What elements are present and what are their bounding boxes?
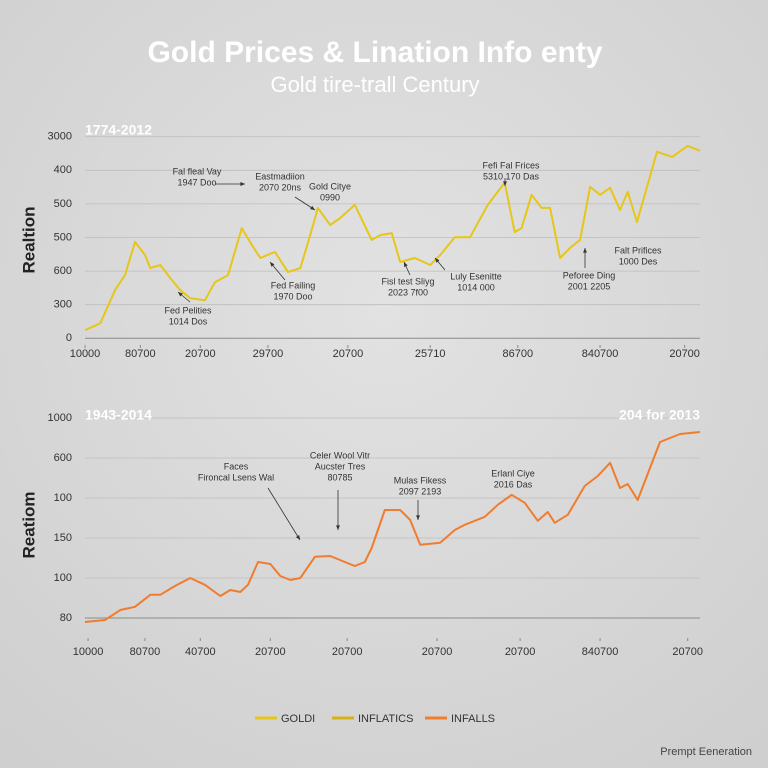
y-tick-label: 600: [54, 265, 72, 277]
footer: Prempt Eeneration: [660, 746, 752, 758]
annotation: Falt Prifices: [614, 245, 662, 255]
arrow-head: [435, 258, 440, 263]
arrow-head: [404, 262, 408, 267]
range-label: 1943-2014: [85, 407, 152, 423]
data-line: [84, 431, 701, 623]
annotation: Erlanl Ciye: [491, 468, 535, 478]
y-tick-label: 300: [54, 299, 72, 311]
annotation: 1000 Des: [619, 256, 658, 266]
y-axis-label: Reatiom: [19, 491, 38, 558]
annotation: Eastmadiion: [255, 171, 305, 181]
legend-label: INFALLS: [451, 713, 495, 725]
annotation: Fefi Fal Frices: [482, 160, 540, 170]
y-tick-label: 100: [54, 492, 72, 504]
x-tick-label: 20700: [422, 646, 453, 658]
range-label: 1774-2012: [85, 122, 152, 138]
x-tick-label: 86700: [503, 348, 534, 360]
annotation: 1014 000: [457, 282, 495, 292]
x-tick-label: 20700: [669, 348, 700, 360]
y-tick-label: 0: [66, 332, 72, 344]
annotation: 0990: [320, 192, 340, 202]
annotation: Celer Wool Vitr: [310, 450, 370, 460]
arrow-head: [503, 181, 507, 186]
x-tick-label: 10000: [70, 348, 101, 360]
x-tick-label: 40700: [185, 646, 216, 658]
y-tick-label: 100: [54, 572, 72, 584]
annotation: Aucster Tres: [315, 461, 366, 471]
y-tick-label: 1000: [48, 412, 72, 424]
x-tick-label: 20700: [505, 646, 536, 658]
x-tick-label: 29700: [253, 348, 284, 360]
annotation: 1014 Dos: [169, 316, 208, 326]
annotation: 80785: [327, 472, 352, 482]
arrow-head: [416, 515, 420, 520]
annotation: 2016 Das: [494, 479, 533, 489]
range-label: 204 for 2013: [619, 407, 700, 423]
annotation: Fisl test Sliyg: [381, 276, 434, 286]
x-tick-label: 20700: [255, 646, 286, 658]
annotation: 2001 2205: [568, 281, 611, 291]
arrow-head: [240, 182, 245, 186]
legend-label: INFLATICS: [358, 713, 413, 725]
annotation: Fironcal Lsens Wal: [198, 472, 274, 482]
x-tick-label: 840700: [582, 348, 619, 360]
data-line: [84, 144, 701, 332]
x-tick-label: 840700: [582, 646, 619, 658]
annotation: 2023 7f00: [388, 287, 428, 297]
annotation: Faces: [224, 461, 249, 471]
arrow-head: [336, 525, 340, 530]
x-tick-label: 10000: [73, 646, 104, 658]
x-tick-label: 20700: [185, 348, 216, 360]
annotation: Fal fleal Vay: [173, 166, 222, 176]
arrow-head: [178, 292, 183, 297]
subtitle: Gold tire-trall Century: [270, 72, 479, 97]
arrow-head: [295, 535, 300, 540]
x-tick-label: 20700: [333, 348, 364, 360]
annotation: 2070 20ns: [259, 182, 302, 192]
x-tick-label: 20700: [672, 646, 703, 658]
y-tick-label: 80: [60, 612, 72, 624]
y-tick-label: 400: [54, 164, 72, 176]
arrow-head: [270, 262, 275, 267]
arrow-head: [310, 205, 315, 210]
y-tick-label: 500: [54, 231, 72, 243]
annotation: 1947 Doo: [177, 177, 216, 187]
y-tick-label: 500: [54, 198, 72, 210]
annotation: 1970 Doo: [273, 291, 312, 301]
annotation: Luly Esenitte: [450, 271, 502, 281]
annotation: Fed Pelities: [164, 305, 212, 315]
x-tick-label: 80700: [125, 348, 156, 360]
x-tick-label: 20700: [332, 646, 363, 658]
y-tick-label: 3000: [48, 131, 72, 143]
x-tick-label: 80700: [130, 646, 161, 658]
annotation: Peforee Ding: [563, 270, 616, 280]
annotation: Mulas Fikess: [394, 475, 447, 485]
y-axis-label: Realtion: [19, 206, 38, 273]
annotation: 5310 170 Das: [483, 171, 540, 181]
annotation-arrow: [267, 487, 301, 541]
annotation: Gold Citye: [309, 181, 351, 191]
y-tick-label: 150: [54, 532, 72, 544]
x-tick-label: 25710: [415, 348, 446, 360]
y-tick-label: 600: [54, 452, 72, 464]
title: Gold Prices & Lination Info enty: [147, 36, 602, 69]
arrow-head: [583, 248, 587, 253]
annotation: 2097 2193: [399, 486, 442, 496]
legend-label: GOLDI: [281, 713, 315, 725]
annotation: Fed Failing: [271, 280, 316, 290]
